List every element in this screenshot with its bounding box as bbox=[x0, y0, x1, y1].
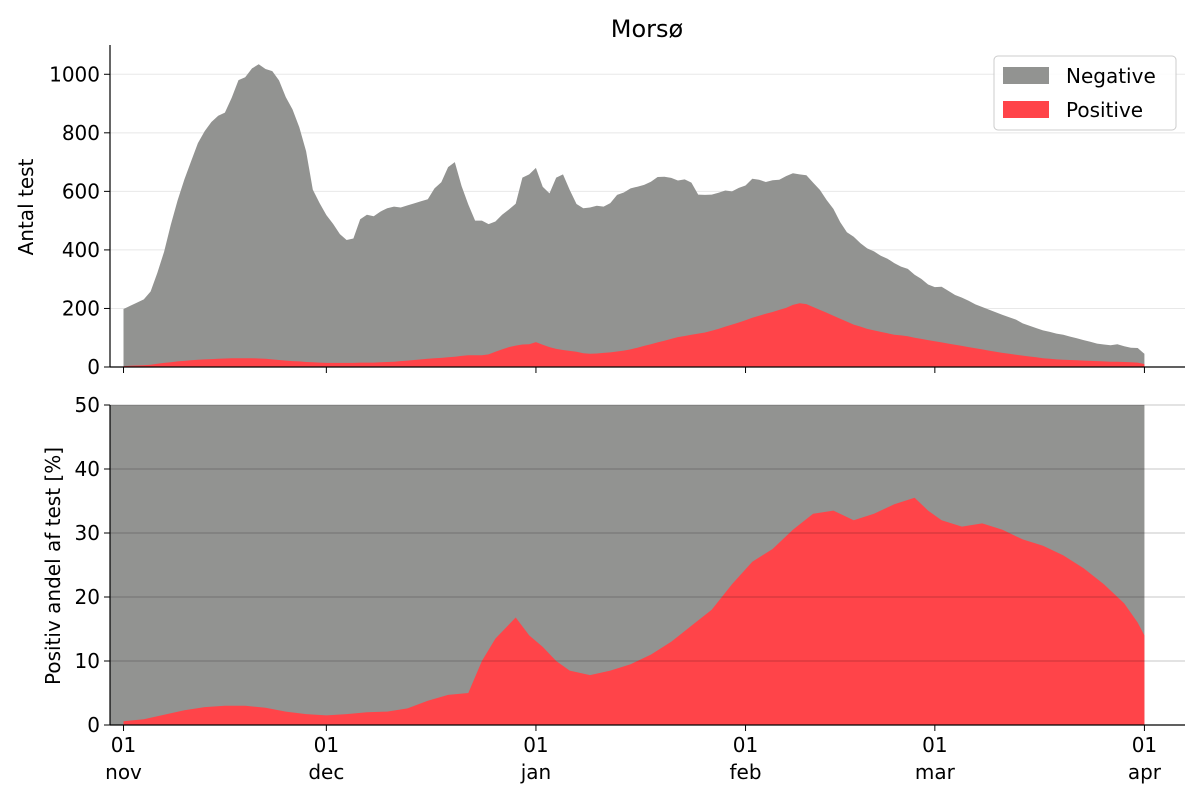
legend-swatch-positive bbox=[1003, 101, 1049, 118]
top-y-tick-label: 600 bbox=[62, 179, 100, 203]
top-y-tick-label: 800 bbox=[62, 121, 100, 145]
bottom-y-tick-label: 50 bbox=[75, 393, 100, 417]
bottom-y-tick-label: 40 bbox=[75, 457, 100, 481]
bottom-axes: 0 10 20 30 40 50 01 nov 01 dec 01 jan 01 feb 01 mar 01 ap… bbox=[75, 393, 1185, 784]
legend-label-positive: Positive bbox=[1066, 98, 1143, 122]
x-tick-month-label: feb bbox=[730, 760, 762, 784]
legend-label-negative: Negative bbox=[1066, 64, 1156, 88]
x-tick-month-label: jan bbox=[520, 760, 552, 784]
top-y-tick-label: 1000 bbox=[49, 62, 100, 86]
bottom-y-tick-label: 20 bbox=[75, 585, 100, 609]
top-plot: 0 200 400 600 800 1000 Antal test bbox=[14, 45, 1185, 379]
negative-area bbox=[123, 64, 1145, 368]
bottom-plot: 0 10 20 30 40 50 01 nov 01 dec 01 jan 01 feb 01 mar 01 ap… bbox=[41, 393, 1185, 784]
bottom-y-tick-label: 30 bbox=[75, 521, 100, 545]
legend: Negative Positive bbox=[993, 55, 1177, 131]
top-y-tick-label: 200 bbox=[62, 296, 100, 320]
x-tick-day-label: 01 bbox=[1132, 733, 1157, 757]
top-y-tick-label: 400 bbox=[62, 238, 100, 262]
positive-area bbox=[123, 303, 1145, 367]
top-areas bbox=[123, 64, 1145, 368]
positive-share-area bbox=[123, 497, 1145, 725]
bottom-grid bbox=[110, 404, 1185, 662]
x-tick-month-label: mar bbox=[915, 760, 956, 784]
x-tick-day-label: 01 bbox=[733, 733, 758, 757]
top-y-axis-label: Antal test bbox=[14, 158, 38, 255]
chart-title: Morsø bbox=[611, 15, 683, 43]
top-y-tick-label: 0 bbox=[87, 355, 100, 379]
bottom-y-tick-label: 10 bbox=[75, 649, 100, 673]
x-tick-day-label: 01 bbox=[111, 733, 136, 757]
x-tick-day-label: 01 bbox=[922, 733, 947, 757]
x-tick-day-label: 01 bbox=[523, 733, 548, 757]
legend-swatch-negative bbox=[1003, 67, 1049, 84]
top-axes: 0 200 400 600 800 1000 bbox=[49, 45, 1185, 379]
x-tick-month-label: dec bbox=[308, 760, 344, 784]
x-tick-month-label: apr bbox=[1128, 760, 1162, 784]
bottom-areas bbox=[123, 497, 1145, 725]
bottom-y-axis-label: Positiv andel af test [%] bbox=[41, 447, 65, 685]
x-tick-day-label: 01 bbox=[314, 733, 339, 757]
bottom-y-tick-label: 0 bbox=[87, 713, 100, 737]
x-tick-month-label: nov bbox=[105, 760, 142, 784]
